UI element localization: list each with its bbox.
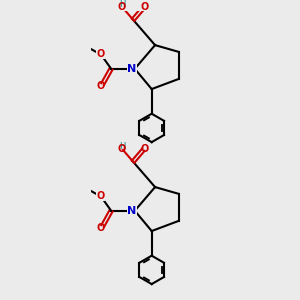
Text: O: O xyxy=(96,190,104,200)
Text: H: H xyxy=(119,142,125,151)
Text: O: O xyxy=(96,223,104,232)
Text: H: H xyxy=(119,0,125,9)
Text: O: O xyxy=(96,49,104,58)
Text: O: O xyxy=(141,2,149,12)
Text: N: N xyxy=(128,64,137,74)
Text: O: O xyxy=(117,2,125,12)
Text: O: O xyxy=(117,144,125,154)
Text: O: O xyxy=(141,144,149,154)
Text: O: O xyxy=(96,81,104,91)
Text: N: N xyxy=(128,206,137,216)
